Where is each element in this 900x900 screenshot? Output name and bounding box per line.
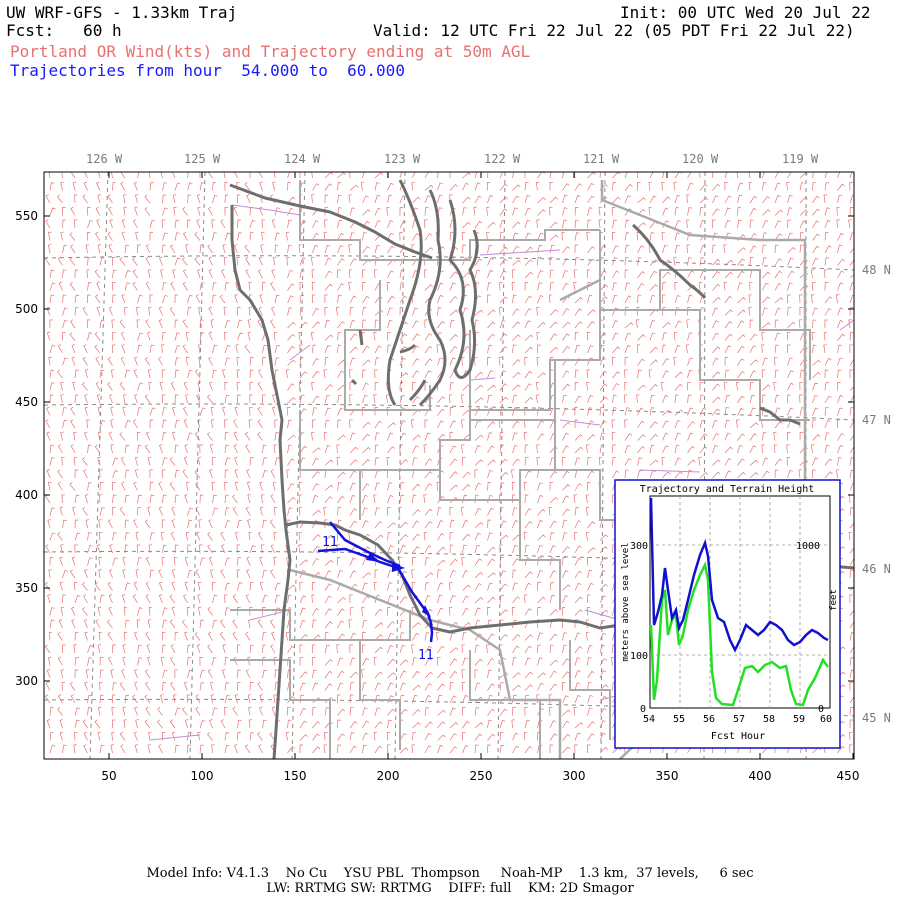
pacific-coast — [229, 183, 433, 759]
lon-label-121w: 121 W — [583, 152, 620, 166]
inset-x-tick-58: 58 — [763, 714, 775, 725]
model-info: Model Info: V4.1.3 No Cu YSU PBL Thompso… — [146, 866, 754, 881]
lon-label-120w: 120 W — [682, 152, 719, 166]
x-tick-450: 450 — [837, 769, 860, 783]
inset-y-right-tick-1000: 1000 — [796, 541, 820, 552]
trajectory-arrow-1 — [366, 553, 380, 562]
x-tick-100: 100 — [191, 769, 214, 783]
model-physics: LW: RRTMG SW: RRTMG DIFF: full KM: 2D Sm… — [266, 881, 634, 896]
inset-y-tick-100: 100 — [630, 651, 648, 662]
inset-x-tick-60: 60 — [820, 714, 832, 725]
meridian-126w — [89, 172, 109, 759]
longitude-labels: 126 W 125 W 124 W 123 W 122 W 121 W 120 … — [86, 152, 819, 166]
trajectory-arrow-3 — [422, 605, 431, 617]
y-tick-450: 450 — [15, 395, 38, 409]
map-frame — [43, 171, 855, 760]
inset-x-label: Fcst Hour — [711, 731, 765, 742]
meridian-123w — [394, 172, 406, 759]
x-tick-150: 150 — [284, 769, 307, 783]
meridian-124w — [291, 172, 306, 759]
inset-x-tick-59: 59 — [793, 714, 805, 725]
trajectory-path-branch — [329, 521, 401, 568]
lon-label-123w: 123 W — [384, 152, 421, 166]
trajectory-arrow-2 — [392, 563, 405, 572]
x-tick-250: 250 — [470, 769, 493, 783]
inset-terrain-line — [649, 561, 830, 707]
inset-x-tick-55: 55 — [673, 714, 685, 725]
meridian-125w — [189, 172, 206, 759]
inset-x-tick-56: 56 — [703, 714, 715, 725]
grid-y-axis: 550 500 450 400 350 300 — [15, 209, 38, 688]
y-tick-400: 400 — [15, 488, 38, 502]
x-tick-200: 200 — [377, 769, 400, 783]
trajectory-range: Trajectories from hour 54.000 to 60.000 — [10, 61, 405, 80]
x-tick-400: 400 — [749, 769, 772, 783]
inset-title: Trajectory and Terrain Height — [640, 484, 815, 495]
y-tick-550: 550 — [15, 209, 38, 223]
meridian-121w — [600, 172, 606, 759]
y-tick-300: 300 — [15, 674, 38, 688]
inset-ticks: 54 55 56 57 58 59 60 300 100 0 1000 0 — [630, 541, 832, 725]
lat-label-48n: 48 N — [862, 263, 891, 277]
county-borders — [230, 180, 811, 759]
init-time: Init: 00 UTC Wed 20 Jul 22 — [620, 3, 871, 22]
y-tick-500: 500 — [15, 302, 38, 316]
lon-label-125w: 125 W — [184, 152, 221, 166]
x-tick-350: 350 — [656, 769, 679, 783]
inset-trajectory-line — [649, 497, 829, 653]
trajectory-start-label: 11 — [322, 535, 338, 550]
inset-x-tick-57: 57 — [733, 714, 745, 725]
grid-y-tickmarks — [44, 172, 854, 759]
inset-y-label-right: feet — [829, 589, 839, 611]
inset-y-tick-300: 300 — [630, 541, 648, 552]
lon-label-119w: 119 W — [782, 152, 819, 166]
x-tick-300: 300 — [563, 769, 586, 783]
parallel-47n — [44, 403, 854, 421]
lat-label-45n: 45 N — [862, 711, 891, 725]
lat-label-47n: 47 N — [862, 413, 891, 427]
valid-time: Valid: 12 UTC Fri 22 Jul 22 (05 PDT Fri … — [373, 21, 855, 40]
inset-chart: Trajectory and Terrain Height 54 55 56 5… — [614, 479, 841, 749]
x-tick-50: 50 — [101, 769, 116, 783]
inset-y-tick-0: 0 — [640, 704, 646, 715]
trajectory: 11 11 — [317, 521, 434, 663]
plot-subtitle: Portland OR Wind(kts) and Trajectory end… — [10, 42, 531, 61]
inset-y-right-tick-0: 0 — [818, 704, 824, 715]
forecast-hour: Fcst: 60 h — [6, 21, 122, 40]
latitude-labels: 48 N 47 N 46 N 45 N — [862, 263, 891, 725]
run-title: UW WRF-GFS - 1.33km Traj — [6, 3, 238, 22]
y-tick-350: 350 — [15, 581, 38, 595]
grid-x-axis: 50 100 150 200 250 300 350 400 450 — [101, 769, 859, 783]
lon-label-122w: 122 W — [484, 152, 521, 166]
puget-sound — [350, 179, 801, 426]
trajectory-end-label: 11 — [418, 648, 434, 663]
parallel-48n — [44, 255, 854, 271]
inset-x-tick-54: 54 — [643, 714, 655, 725]
inset-y-label-left: meters above sea level — [621, 542, 631, 661]
lat-label-46n: 46 N — [862, 562, 891, 576]
meridian-122w — [497, 172, 506, 759]
trajectory-path — [317, 547, 434, 643]
lon-label-126w: 126 W — [86, 152, 123, 166]
lon-label-124w: 124 W — [284, 152, 321, 166]
